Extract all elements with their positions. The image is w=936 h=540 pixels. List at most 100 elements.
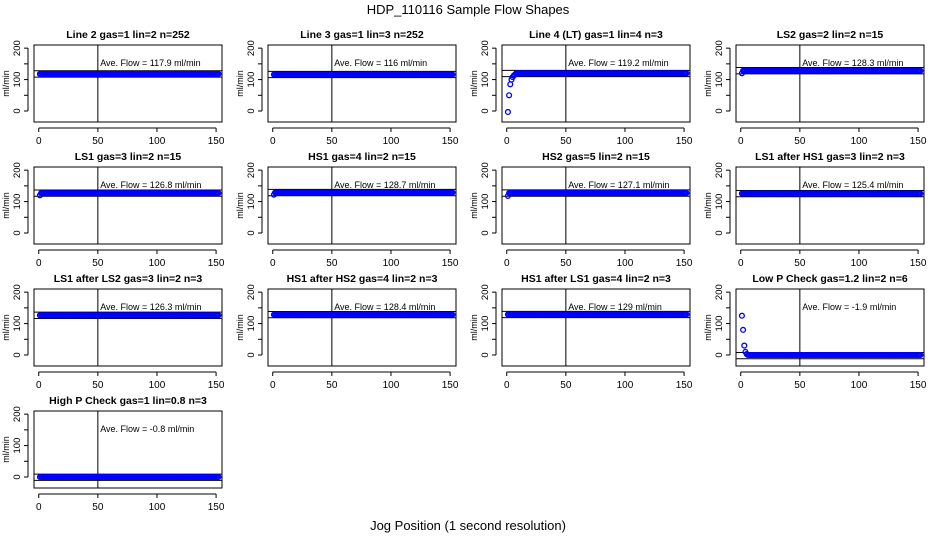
panel-title: Line 3 gas=1 lin=3 n=252 (300, 29, 424, 41)
average-flow-annotation: Ave. Flow = 126.3 ml/min (100, 302, 201, 312)
x-tick-label: 50 (92, 136, 104, 147)
y-tick-label: 0 (714, 108, 725, 113)
y-axis-label: ml/min (235, 314, 245, 341)
y-tick-label: 0 (714, 352, 725, 357)
data-point (506, 92, 513, 99)
plot-box (267, 44, 457, 123)
x-tick-label: 100 (617, 380, 634, 391)
x-tick-label: 100 (149, 380, 166, 391)
x-axis-label: Jog Position (1 second resolution) (370, 518, 566, 533)
x-tick-label: 150 (442, 380, 459, 391)
y-axis-label: ml/min (469, 192, 479, 219)
panel-title: Low P Check gas=1.2 lin=2 n=6 (752, 273, 907, 285)
x-tick-label: 50 (560, 258, 572, 269)
data-point (449, 71, 456, 78)
y-tick-label: 0 (12, 474, 23, 479)
panel: Low P Check gas=1.2 lin=2 n=6 0 100 200 ml/m… (703, 273, 927, 391)
average-flow-annotation: Ave. Flow = 128.3 ml/min (802, 58, 903, 68)
average-flow-annotation: Ave. Flow = 116 ml/min (334, 58, 427, 68)
data-point (738, 312, 745, 319)
panel-title: HS1 gas=4 lin=2 n=15 (308, 151, 416, 163)
x-tick-label: 50 (92, 258, 104, 269)
chart-title: HDP_110116 Sample Flow Shapes (366, 2, 570, 17)
y-axis-label: ml/min (1, 70, 11, 97)
panel-title: LS1 after HS1 gas=3 lin=2 n=3 (755, 151, 905, 163)
data-point (449, 189, 456, 196)
panel-title: Line 4 (LT) gas=1 lin=4 n=3 (529, 29, 663, 41)
y-tick-label: 200 (12, 284, 23, 300)
panel-title: HS1 after HS2 gas=4 lin=2 n=3 (287, 273, 438, 285)
y-tick-label: 0 (480, 230, 491, 235)
y-tick-label: 100 (246, 194, 257, 210)
data-point (504, 108, 511, 115)
panel-title: HS2 gas=5 lin=2 n=15 (542, 151, 650, 163)
data-point (449, 311, 456, 318)
x-tick-label: 150 (208, 136, 225, 147)
x-tick-label: 150 (676, 258, 693, 269)
x-tick-label: 0 (504, 136, 510, 147)
y-axis-label: ml/min (703, 314, 713, 341)
y-tick-label: 100 (480, 72, 491, 88)
average-flow-annotation: Ave. Flow = 128.7 ml/min (334, 180, 435, 190)
y-axis-label: ml/min (1, 436, 11, 463)
data-point (683, 311, 690, 318)
x-tick-label: 50 (326, 258, 338, 269)
plot-box (33, 166, 223, 245)
y-tick-label: 0 (12, 352, 23, 357)
y-tick-label: 200 (714, 162, 725, 178)
y-tick-label: 100 (714, 72, 725, 88)
data-point (215, 70, 222, 77)
y-tick-label: 100 (480, 194, 491, 210)
x-tick-label: 150 (910, 380, 927, 391)
y-axis-label: ml/min (469, 314, 479, 341)
data-point (917, 351, 924, 359)
x-tick-label: 50 (326, 380, 338, 391)
panel-title: Line 2 gas=1 lin=2 n=252 (66, 29, 190, 41)
plot-box (735, 288, 925, 367)
panel: LS1 gas=3 lin=2 n=15 0 100 200 ml/min 0 50 100 1… (1, 151, 225, 269)
x-tick-label: 0 (738, 380, 744, 391)
x-tick-label: 100 (851, 380, 868, 391)
x-tick-label: 100 (149, 136, 166, 147)
panel: LS1 after LS2 gas=3 lin=2 n=3 0 100 200 ml/m… (1, 273, 225, 391)
y-tick-label: 200 (12, 406, 23, 422)
x-tick-label: 0 (270, 136, 276, 147)
x-tick-label: 100 (383, 136, 400, 147)
x-tick-label: 100 (383, 258, 400, 269)
panel-title: HS1 after LS1 gas=4 lin=2 n=3 (521, 273, 671, 285)
x-tick-label: 0 (504, 380, 510, 391)
data-point (215, 190, 222, 197)
panel: HS1 gas=4 lin=2 n=15 0 100 200 ml/min 0 50 100 1… (235, 151, 459, 269)
x-tick-label: 0 (270, 380, 276, 391)
x-tick-label: 100 (383, 380, 400, 391)
plot-box (735, 44, 925, 123)
average-flow-annotation: Ave. Flow = 117.9 ml/min (100, 58, 200, 68)
y-axis-label: ml/min (703, 192, 713, 219)
x-tick-label: 0 (738, 258, 744, 269)
y-axis-label: ml/min (703, 70, 713, 97)
panel-title: LS1 gas=3 lin=2 n=15 (75, 151, 182, 163)
y-tick-label: 0 (246, 352, 257, 357)
y-tick-label: 100 (12, 194, 23, 210)
average-flow-annotation: Ave. Flow = 127.1 ml/min (568, 180, 669, 190)
y-tick-label: 200 (12, 162, 23, 178)
x-tick-label: 0 (36, 136, 42, 147)
y-tick-label: 0 (12, 230, 23, 235)
panel-title: High P Check gas=1 lin=0.8 n=3 (49, 395, 207, 407)
panel: HS1 after HS2 gas=4 lin=2 n=3 0 100 200 ml/m… (235, 273, 459, 391)
plot-box (33, 288, 223, 367)
y-tick-label: 100 (12, 72, 23, 88)
x-tick-label: 150 (676, 380, 693, 391)
y-tick-label: 200 (246, 40, 257, 56)
panel: Line 4 (LT) gas=1 lin=4 n=3 0 100 200 ml/min… (469, 29, 693, 147)
data-point (215, 312, 222, 319)
y-tick-label: 200 (480, 284, 491, 300)
panel: Line 2 gas=1 lin=2 n=252 0 100 200 ml/min 0 50… (1, 29, 225, 147)
y-axis-label: ml/min (1, 314, 11, 341)
panel: HS2 gas=5 lin=2 n=15 0 100 200 ml/min 0 50 100 1… (469, 151, 693, 269)
data-point (683, 70, 690, 77)
y-tick-label: 200 (714, 40, 725, 56)
x-tick-label: 50 (92, 380, 104, 391)
data-point (507, 81, 514, 88)
average-flow-annotation: Ave. Flow = -0.8 ml/min (100, 424, 194, 434)
